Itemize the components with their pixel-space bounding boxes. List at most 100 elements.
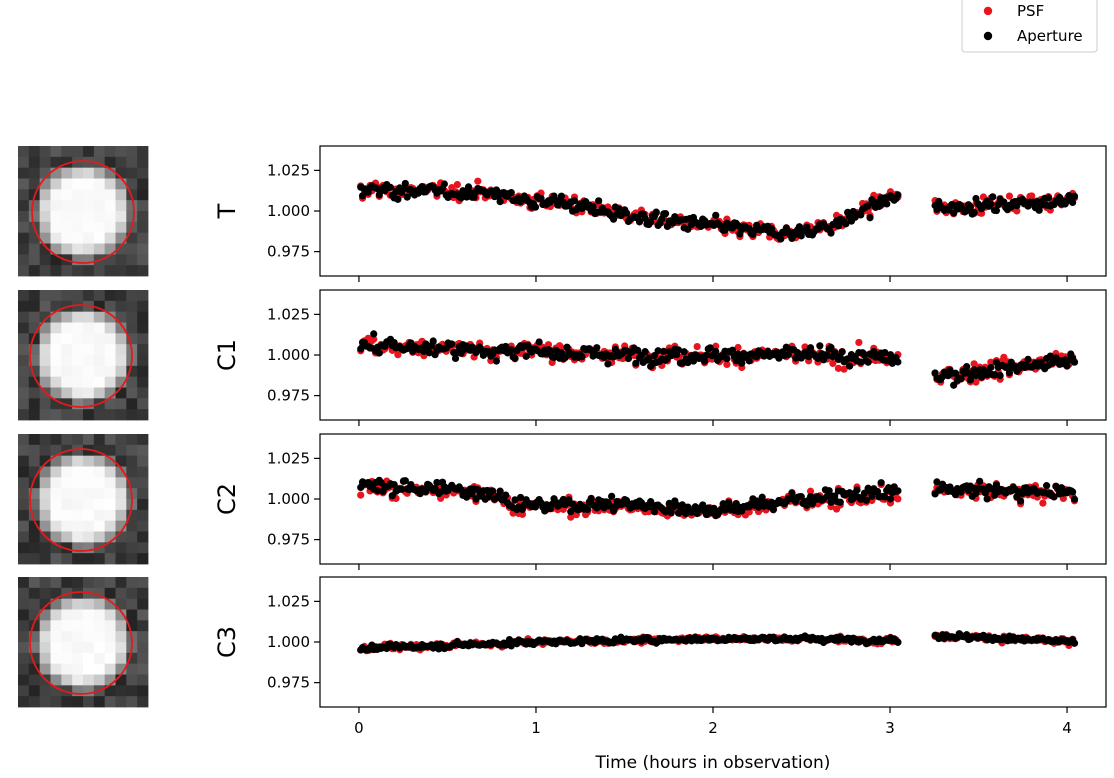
- aperture-point: [645, 354, 653, 362]
- aperture-point: [624, 354, 632, 363]
- psf-point: [394, 351, 402, 359]
- aperture-point: [489, 487, 497, 495]
- thumbnail-pixel: [28, 587, 41, 600]
- thumbnail-pixel: [137, 211, 149, 223]
- thumbnail-pixel: [93, 499, 106, 511]
- thumbnail-pixel: [50, 146, 62, 158]
- aperture-point: [966, 203, 975, 211]
- psf-point: [834, 364, 843, 372]
- thumbnail-pixel: [28, 577, 41, 589]
- aperture-point: [507, 188, 515, 197]
- aperture-point: [674, 346, 683, 354]
- aperture-point: [860, 351, 869, 359]
- thumbnail-pixel: [61, 333, 73, 345]
- thumbnail-pixel: [93, 520, 106, 532]
- thumbnail-pixel: [18, 156, 30, 169]
- thumbnail-pixel: [93, 587, 106, 600]
- thumbnail-pixel: [104, 300, 116, 313]
- thumbnail-pixel: [115, 265, 127, 277]
- comparison-star-3-aperture-image: [18, 577, 149, 708]
- aperture-point: [866, 214, 874, 222]
- thumbnail-pixel: [18, 167, 30, 179]
- thumbnail-pixel: [104, 631, 116, 643]
- aperture-point: [728, 346, 737, 354]
- aperture-point: [647, 498, 655, 506]
- panel-label: T: [213, 203, 241, 219]
- thumbnail-pixel: [93, 488, 106, 500]
- thumbnail-pixel: [50, 156, 62, 169]
- thumbnail-pixel: [72, 189, 84, 201]
- thumbnail-pixel: [39, 553, 51, 565]
- thumbnail-pixel: [126, 409, 138, 421]
- comparison-star-1-aperture-image: [18, 290, 149, 421]
- thumbnail-pixel: [137, 696, 149, 708]
- aperture-point: [578, 204, 586, 213]
- thumbnail-pixel: [39, 488, 51, 500]
- aperture-point: [394, 195, 402, 203]
- thumbnail-pixel: [39, 200, 51, 212]
- thumbnail-pixel: [28, 553, 41, 565]
- thumbnail-pixel: [18, 509, 30, 522]
- thumbnail-pixel: [50, 355, 62, 367]
- thumbnail-pixel: [61, 531, 73, 543]
- aperture-point: [834, 222, 843, 230]
- aperture-point: [647, 218, 655, 226]
- thumbnail-pixel: [104, 509, 116, 522]
- aperture-point: [1044, 194, 1053, 202]
- thumbnail-pixel: [93, 434, 106, 446]
- thumbnail-pixel: [50, 167, 62, 179]
- legend-marker-aperture: [983, 31, 993, 41]
- thumbnail-pixel: [50, 499, 62, 511]
- thumbnail-pixel: [115, 243, 127, 255]
- thumbnail-pixel: [72, 488, 84, 500]
- thumbnail-pixel: [39, 509, 51, 522]
- thumbnail-pixel: [61, 520, 73, 532]
- thumbnail-pixel: [115, 598, 127, 610]
- aperture-point: [370, 330, 378, 338]
- thumbnail-pixel: [18, 221, 30, 234]
- thumbnail-pixel: [28, 254, 41, 266]
- thumbnail-pixel: [28, 290, 41, 302]
- thumbnail-pixel: [28, 444, 41, 457]
- light-curve-panels: 0.975 1.000 1.025 T 0.975 1.000 1.025 C1 0.975 1.…: [213, 145, 1107, 737]
- thumbnail-pixel: [83, 178, 95, 190]
- thumbnail-pixel: [104, 376, 116, 388]
- legend-box: [961, 0, 1098, 53]
- thumbnail-pixel: [61, 387, 73, 399]
- aperture-point: [823, 492, 831, 500]
- thumbnail-pixel: [115, 509, 127, 522]
- thumbnail-pixel: [28, 488, 41, 500]
- thumbnail-pixel: [18, 542, 30, 554]
- thumbnail-pixel: [18, 553, 30, 565]
- thumbnail-pixel: [126, 577, 138, 589]
- aperture-point: [357, 345, 365, 353]
- thumbnail-pixel: [61, 365, 73, 378]
- thumbnail-pixel: [104, 696, 116, 708]
- thumbnail-pixel: [72, 499, 84, 511]
- thumbnail-pixel: [50, 333, 62, 345]
- thumbnail-pixel: [18, 434, 30, 446]
- legend-label-aperture: Aperture: [1017, 27, 1083, 45]
- psf-point: [970, 360, 978, 368]
- thumbnail-pixel: [115, 652, 127, 665]
- thumbnail-pixel: [72, 477, 84, 489]
- y-tick-label: 1.000: [267, 202, 310, 220]
- psf-point: [712, 342, 720, 350]
- thumbnail-pixel: [50, 409, 62, 421]
- thumbnail-pixel: [39, 620, 51, 632]
- thumbnail-pixel: [18, 587, 30, 600]
- thumbnail-pixel: [28, 322, 41, 334]
- thumbnail-pixel: [61, 265, 73, 277]
- thumbnail-pixel: [28, 434, 41, 446]
- aperture-point: [429, 337, 437, 345]
- aperture-point: [951, 369, 960, 377]
- thumbnail-pixel: [137, 685, 149, 697]
- thumbnail-pixel: [126, 254, 138, 266]
- thumbnail-pixel: [126, 674, 138, 686]
- x-axis-label: Time (hours in observation): [595, 753, 831, 773]
- thumbnail-pixel: [137, 587, 149, 600]
- comparison-star-2-aperture-image: [18, 434, 149, 565]
- thumbnail-pixel: [18, 344, 30, 356]
- thumbnail-pixel: [83, 609, 95, 621]
- thumbnail-pixel: [72, 254, 84, 266]
